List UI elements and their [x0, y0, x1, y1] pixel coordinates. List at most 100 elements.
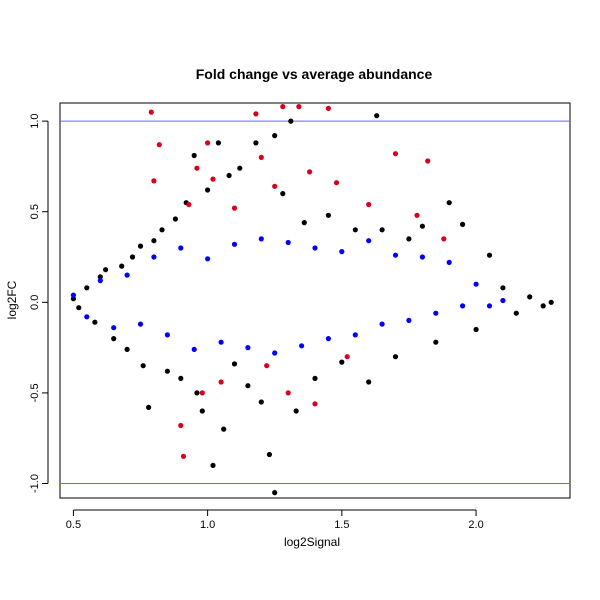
y-tick-label: 0.5 — [29, 204, 41, 219]
data-point — [419, 223, 425, 229]
data-point — [392, 354, 399, 360]
data-point — [301, 220, 307, 226]
data-point — [379, 321, 385, 327]
data-point — [159, 227, 165, 233]
x-axis: 0.5 1.0 1.5 2.0 — [66, 509, 484, 531]
data-point — [103, 267, 109, 273]
data-point — [231, 241, 238, 247]
y-axis: -1.0 -0.5 0.0 0.5 1.0 — [29, 113, 49, 493]
data-point — [245, 345, 251, 351]
data-point — [293, 408, 299, 414]
x-tick-label: 2.0 — [468, 519, 483, 531]
data-point — [205, 187, 211, 193]
chart-title: Fold change vs average abundance — [196, 66, 433, 82]
data-point — [194, 165, 200, 171]
y-tick-label: -0.5 — [29, 383, 41, 402]
data-point — [548, 299, 554, 305]
data-point — [352, 332, 358, 338]
data-point — [486, 252, 493, 258]
data-point — [151, 254, 157, 260]
data-point — [307, 169, 313, 175]
data-point — [414, 212, 420, 218]
data-point — [285, 390, 291, 396]
data-point — [124, 346, 130, 352]
data-point — [366, 238, 372, 244]
data-point — [285, 239, 291, 246]
data-point — [151, 178, 157, 184]
data-point — [231, 361, 238, 367]
data-point — [172, 216, 178, 222]
data-point — [272, 490, 278, 496]
data-point — [84, 285, 90, 291]
data-point — [419, 254, 425, 260]
data-point — [111, 336, 117, 342]
scatter-points — [70, 104, 554, 496]
data-point — [460, 221, 466, 227]
data-point — [366, 201, 372, 208]
data-point — [148, 109, 154, 115]
data-point — [312, 375, 318, 381]
x-tick-label: 1.0 — [200, 519, 215, 531]
data-point — [178, 245, 184, 251]
data-point — [280, 191, 286, 197]
data-point — [441, 236, 447, 242]
data-point — [258, 154, 264, 160]
data-point — [137, 243, 144, 249]
data-point — [406, 317, 412, 323]
y-tick-label: 1.0 — [29, 113, 41, 128]
data-point — [253, 111, 259, 117]
data-point — [124, 272, 130, 278]
data-point — [191, 346, 197, 352]
data-point — [151, 238, 157, 244]
data-point — [180, 453, 187, 459]
y-tick-label: -1.0 — [29, 474, 41, 493]
data-point — [312, 401, 318, 407]
data-point — [280, 104, 286, 110]
data-point — [199, 390, 205, 396]
data-point — [97, 278, 103, 284]
data-point — [70, 296, 76, 302]
data-point — [253, 140, 259, 146]
data-point — [446, 259, 452, 265]
data-point — [218, 339, 224, 345]
data-point — [527, 294, 533, 300]
plot-frame — [59, 102, 571, 499]
data-point — [339, 359, 345, 365]
data-point — [237, 165, 243, 171]
data-point — [486, 303, 493, 309]
data-point — [221, 426, 227, 432]
data-point — [146, 404, 152, 410]
data-point — [258, 236, 264, 242]
data-point — [460, 303, 466, 309]
data-point — [500, 285, 506, 291]
data-point — [272, 350, 278, 356]
data-point — [288, 118, 294, 124]
reference-lines — [60, 120, 570, 485]
data-point — [272, 183, 278, 189]
data-point — [366, 379, 372, 385]
data-point — [299, 343, 305, 349]
data-point — [231, 205, 238, 211]
data-point — [76, 305, 82, 311]
data-point — [119, 263, 125, 269]
data-point — [129, 254, 136, 260]
x-tick-label: 0.5 — [66, 519, 81, 531]
data-point — [140, 363, 146, 369]
data-point — [215, 140, 221, 146]
data-point — [178, 375, 184, 381]
data-point — [199, 408, 205, 414]
data-point — [264, 363, 270, 369]
data-point — [210, 462, 216, 468]
data-point — [205, 256, 211, 262]
data-point — [226, 172, 232, 179]
x-axis-label: log2Signal — [284, 535, 340, 549]
data-point — [446, 200, 452, 206]
data-point — [258, 399, 264, 405]
data-point — [156, 142, 162, 148]
data-point — [325, 105, 331, 111]
data-point — [406, 236, 412, 242]
data-point — [245, 383, 251, 389]
data-point — [97, 274, 103, 280]
data-point — [164, 368, 170, 374]
